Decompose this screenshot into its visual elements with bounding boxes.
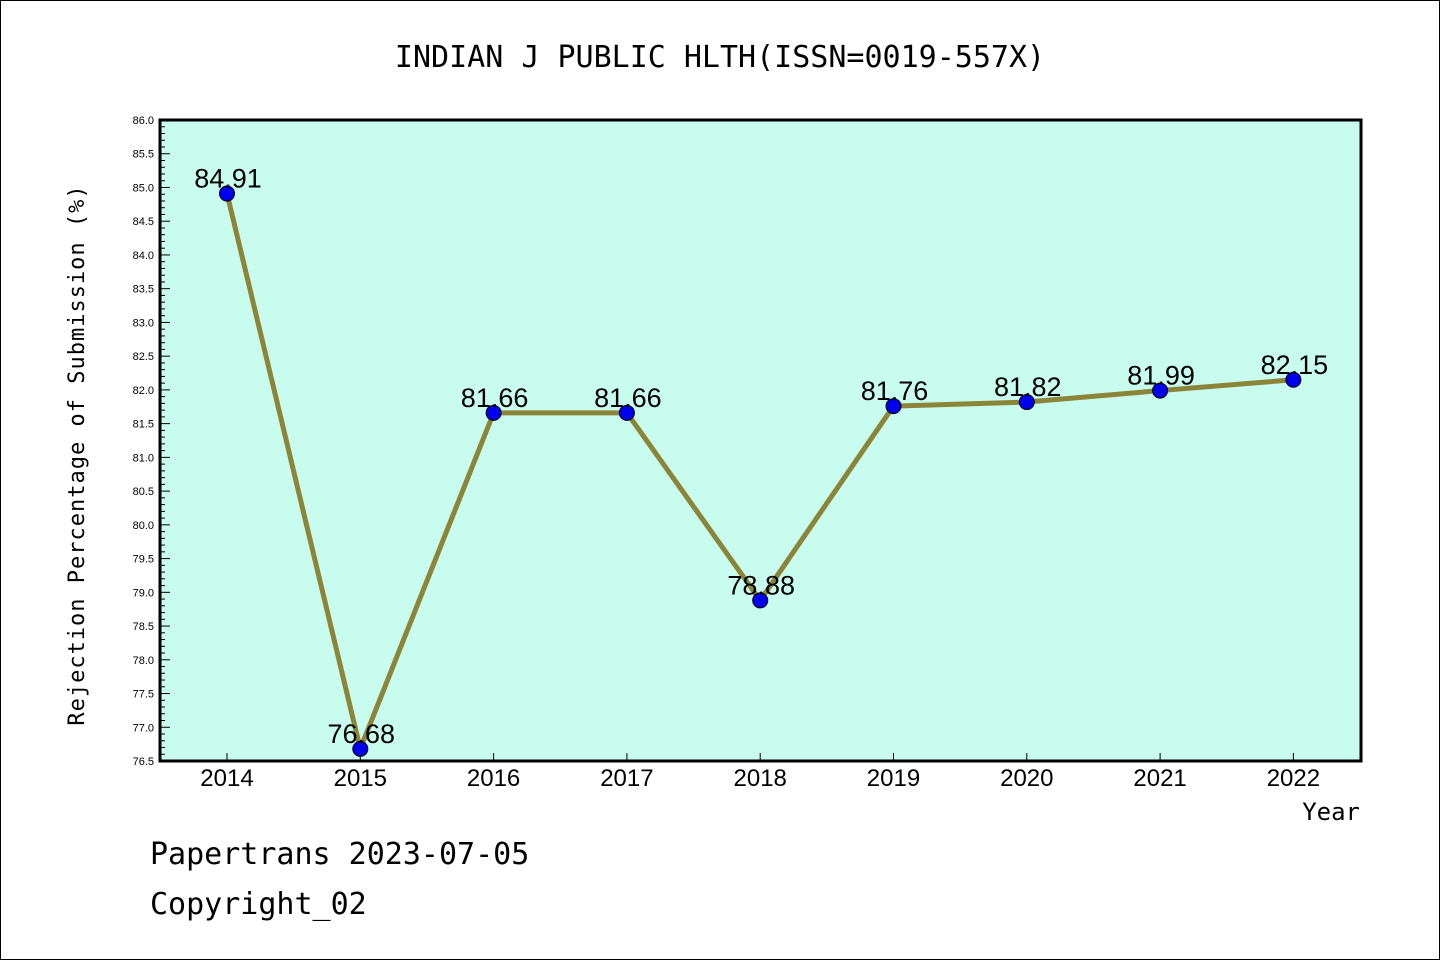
data-label-2020: 81.82 — [994, 372, 1062, 402]
data-label-2014: 84.91 — [194, 164, 262, 194]
data-label-2021: 81.99 — [1127, 361, 1195, 391]
y-axis: 76.5 77.0 77.5 78.0 78.5 79.0 79.5 80.0 80.5 81.0… — [133, 115, 170, 768]
data-label-2017: 81.66 — [594, 383, 662, 413]
y-tick-label: 86.0 — [133, 115, 154, 127]
data-label-2019: 81.76 — [861, 376, 929, 406]
y-tick-label: 81.0 — [133, 452, 154, 464]
y-tick-label: 84.5 — [133, 216, 154, 228]
y-tick-label: 83.0 — [133, 317, 154, 329]
y-axis-label: Rejection Percentage of Submission (%) — [65, 184, 90, 725]
y-tick-label: 79.5 — [133, 554, 154, 566]
data-labels: 84.91 76.68 81.66 81.66 78.88 81.76 81.82 81.99… — [194, 164, 1328, 749]
y-tick-label: 77.0 — [133, 722, 154, 734]
x-tick-label-2019: 2019 — [867, 765, 920, 792]
x-tick-label-2017: 2017 — [600, 765, 653, 792]
y-tick-label: 76.5 — [133, 756, 154, 768]
x-axis-label: Year — [1302, 798, 1360, 826]
data-label-2018: 78.88 — [727, 570, 795, 600]
y-tick-label: 83.5 — [133, 284, 154, 296]
data-point-2021 — [1152, 382, 1169, 399]
x-tick-label-2015: 2015 — [334, 765, 387, 792]
data-point-2016 — [485, 404, 502, 421]
data-point-2022 — [1285, 371, 1302, 388]
y-tick-label: 82.5 — [133, 351, 154, 363]
y-tick-label: 78.5 — [133, 621, 154, 633]
data-label-2016: 81.66 — [461, 383, 529, 413]
data-label-2015: 76.68 — [328, 719, 396, 749]
y-tick-label: 80.5 — [133, 486, 154, 498]
y-tick-label: 84.0 — [133, 250, 154, 262]
footer-date: Papertrans 2023-07-05 — [150, 837, 529, 872]
y-tick-label: 85.0 — [133, 182, 154, 194]
data-point-2015 — [352, 740, 369, 757]
x-tick-label-2020: 2020 — [1000, 765, 1053, 792]
x-axis: 2014 2015 2016 2017 2018 2019 2020 2021 2022 — [200, 753, 1320, 792]
y-tick-label: 81.5 — [133, 419, 154, 431]
footer-copyright: Copyright_02 — [150, 887, 367, 922]
data-label-2022: 82.15 — [1261, 350, 1329, 380]
y-tick-label: 78.0 — [133, 655, 154, 667]
data-point-2020 — [1018, 394, 1035, 411]
x-tick-label-2022: 2022 — [1267, 765, 1320, 792]
x-tick-label-2018: 2018 — [734, 765, 787, 792]
x-tick-label-2014: 2014 — [200, 765, 253, 792]
data-point-2017 — [618, 404, 635, 421]
chart-title: INDIAN J PUBLIC HLTH(ISSN=0019-557X) — [395, 40, 1045, 75]
y-tick-label: 79.0 — [133, 587, 154, 599]
y-tick-label: 80.0 — [133, 520, 154, 532]
data-point-2018 — [752, 592, 769, 609]
x-tick-label-2021: 2021 — [1133, 765, 1186, 792]
data-point-2014 — [219, 185, 235, 202]
plot-area — [158, 118, 1363, 763]
y-tick-label: 85.5 — [133, 149, 154, 161]
y-tick-label: 82.0 — [133, 385, 154, 397]
x-tick-label-2016: 2016 — [467, 765, 520, 792]
series-markers — [219, 185, 1302, 757]
y-tick-label: 77.5 — [133, 689, 154, 701]
data-point-2019 — [885, 398, 902, 415]
